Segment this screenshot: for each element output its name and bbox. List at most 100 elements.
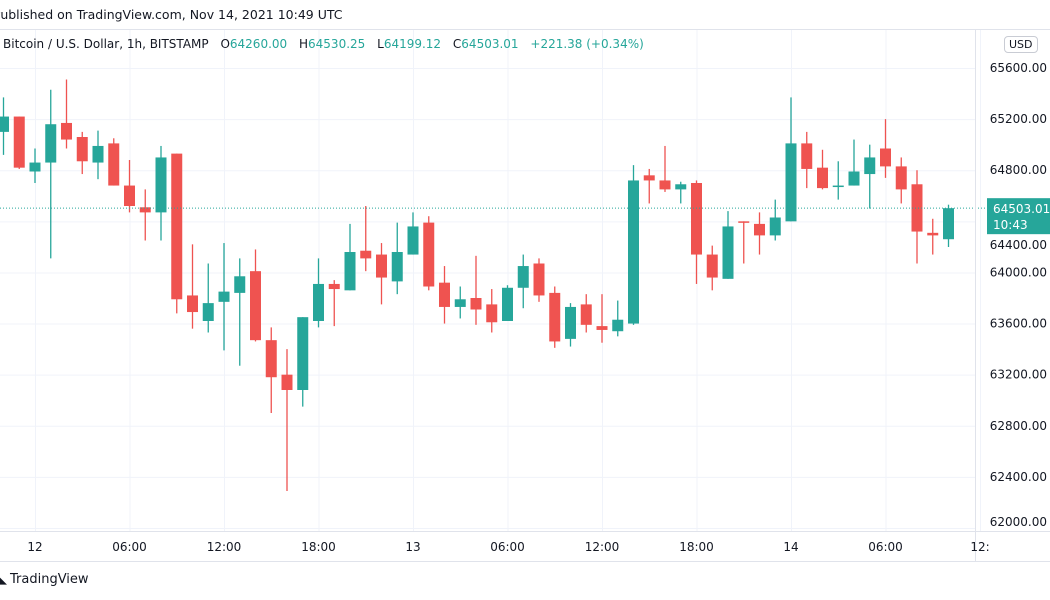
- candle-body: [423, 222, 435, 287]
- candle-up: [943, 204, 954, 248]
- candle-down: [486, 289, 498, 333]
- price-tick-label: 64000.00: [990, 265, 1047, 279]
- candle-down: [706, 245, 718, 291]
- candle-body: [202, 303, 214, 321]
- time-tick-label: 12:00: [207, 540, 242, 554]
- price-tick-label: 64800.00: [990, 163, 1047, 177]
- candle-down: [250, 249, 261, 342]
- current-price-box: [987, 198, 1050, 235]
- candle-body: [281, 374, 293, 390]
- symbol-legend: Bitcoin / U.S. Dollar, 1h, BITSTAMP O642…: [3, 37, 644, 51]
- candle-body: [533, 263, 545, 296]
- candle-body: [517, 266, 529, 288]
- candle-down: [328, 280, 340, 327]
- low-value: 64199.12: [383, 37, 442, 51]
- candle-body: [0, 116, 9, 132]
- low-label: L: [377, 37, 384, 51]
- candle-body: [250, 271, 261, 341]
- candle-up: [297, 317, 309, 407]
- candle-body: [817, 167, 828, 189]
- candle-body: [108, 143, 120, 186]
- candle-body: [832, 185, 844, 188]
- candle-down: [817, 149, 828, 190]
- symbol-title[interactable]: Bitcoin / U.S. Dollar, 1h, BITSTAMP: [3, 37, 209, 51]
- candle-down: [108, 138, 120, 186]
- candle-up: [0, 97, 9, 155]
- candle-body: [391, 252, 403, 282]
- candle-down: [439, 266, 450, 324]
- candle-up: [848, 139, 860, 186]
- candle-down: [360, 206, 372, 272]
- candle-up: [628, 165, 639, 325]
- candle-body: [234, 276, 246, 293]
- candle-body: [596, 326, 608, 330]
- candle-down: [895, 157, 907, 204]
- currency-button[interactable]: USD: [1004, 36, 1038, 53]
- candle-up: [454, 286, 466, 319]
- candle-down: [281, 349, 293, 491]
- candle-up: [785, 97, 797, 222]
- candle-body: [328, 283, 340, 290]
- candle-down: [139, 189, 151, 241]
- candle-up: [864, 144, 876, 209]
- candle-up: [155, 145, 167, 241]
- candle-down: [124, 160, 135, 213]
- grid-lines: [0, 30, 981, 531]
- candle-body: [769, 217, 781, 236]
- candle-body: [155, 157, 167, 213]
- candle-body: [92, 145, 104, 163]
- time-tick-label: 18:00: [301, 540, 336, 554]
- tradingview-logo[interactable]: ◣ TradingView: [0, 572, 89, 587]
- candle-body: [13, 116, 25, 168]
- candle-up: [565, 303, 576, 347]
- open-value: 64260.00: [229, 37, 288, 51]
- candle-down: [533, 258, 545, 302]
- candle-body: [785, 143, 797, 222]
- candle-body: [722, 226, 734, 279]
- candle-body: [29, 162, 41, 172]
- open-label: O: [220, 37, 230, 51]
- candle-up: [517, 254, 529, 309]
- candle-body: [45, 124, 57, 163]
- candle-body: [706, 254, 718, 278]
- price-tick-label: 63200.00: [990, 368, 1047, 382]
- candle-body: [502, 287, 513, 321]
- candle-body: [864, 157, 876, 175]
- candle-body: [360, 250, 372, 259]
- time-tick-label: 18:00: [679, 540, 714, 554]
- brand-name: TradingView: [10, 572, 89, 587]
- candle-down: [187, 244, 198, 329]
- candle-down: [754, 212, 765, 255]
- time-tick-label: 14: [783, 540, 798, 554]
- candle-body: [675, 184, 687, 190]
- time-axis[interactable]: 12 06:00 12:00 18:00 13 06:00 12:00 18:00 14 06:0…: [27, 540, 989, 554]
- candle-down: [61, 79, 72, 149]
- header-divider: [0, 29, 1050, 30]
- candle-body: [549, 292, 561, 342]
- candle-body: [218, 291, 230, 302]
- candle-up: [92, 130, 104, 180]
- close-value: 64503.01: [461, 37, 519, 51]
- candle-body: [580, 304, 592, 325]
- candle-body: [376, 254, 387, 278]
- candle-body: [612, 319, 624, 332]
- time-tick-label: 13: [405, 540, 420, 554]
- candle-body: [628, 180, 639, 324]
- candle-up: [502, 285, 513, 321]
- candle-body: [187, 295, 198, 313]
- candle-down: [738, 221, 750, 264]
- candle-body: [344, 252, 356, 291]
- candle-body: [439, 282, 450, 307]
- price-axis[interactable]: 65600.00 65200.00 64800.00 64400.00 64000.00…: [990, 61, 1047, 529]
- candle-down: [596, 294, 608, 343]
- candle-body: [265, 340, 277, 378]
- candle-body: [801, 143, 813, 169]
- high-label: H: [299, 37, 309, 51]
- published-note: Published on TradingView.com, Nov 14, 20…: [0, 7, 343, 22]
- candle-up: [722, 211, 734, 279]
- candle-up: [769, 199, 781, 241]
- candle-body: [313, 283, 324, 321]
- candle-down: [580, 294, 592, 333]
- current-price-value: 64503.01: [993, 202, 1050, 216]
